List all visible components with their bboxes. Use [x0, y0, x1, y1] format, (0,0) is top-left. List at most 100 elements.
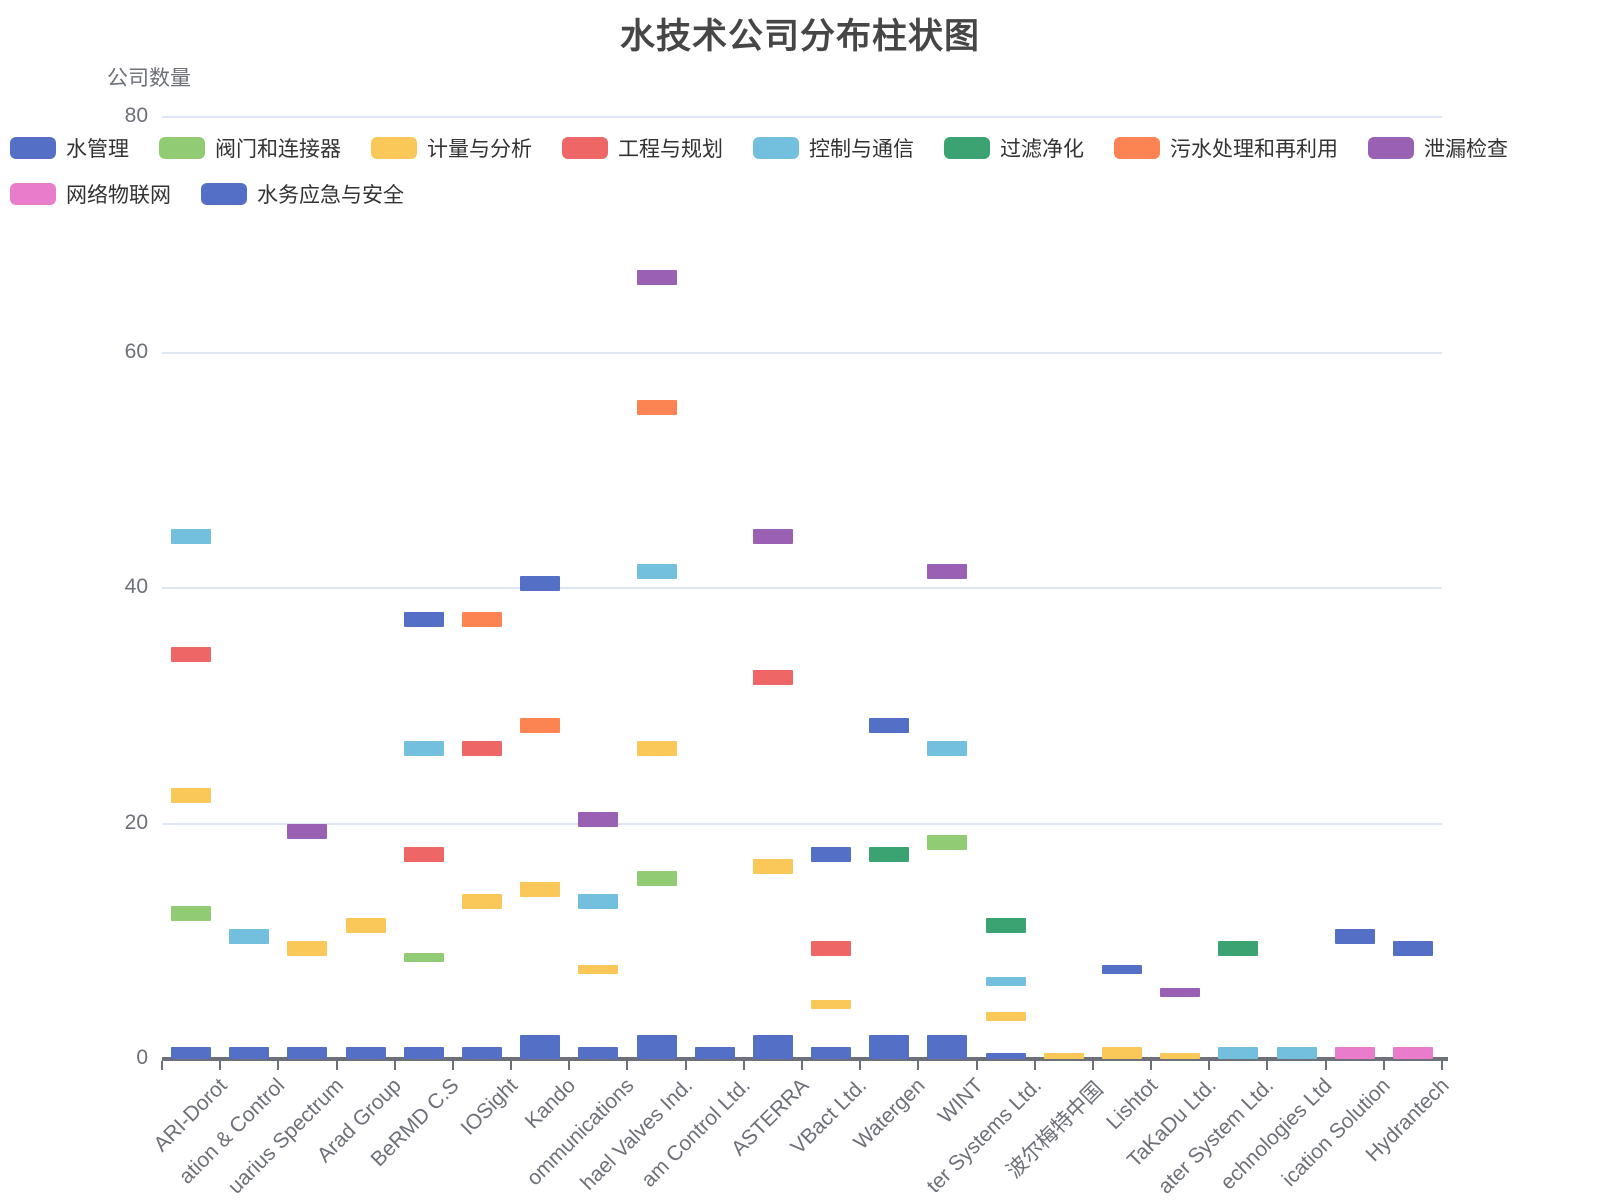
bar-segment[interactable] — [1334, 929, 1375, 945]
bar-segment[interactable] — [636, 870, 677, 886]
bar-segment[interactable] — [578, 964, 619, 974]
x-axis-tick — [1208, 1061, 1211, 1070]
bar-segment[interactable] — [752, 670, 793, 686]
x-axis-tick — [801, 1061, 803, 1070]
bar-segment[interactable] — [171, 1047, 212, 1059]
legend-item-计量与分析[interactable]: 计量与分析 — [371, 133, 532, 163]
bar-segment[interactable] — [578, 894, 619, 910]
x-axis-tick — [1033, 1061, 1036, 1070]
legend-swatch — [10, 137, 56, 159]
bar-segment[interactable] — [578, 1047, 619, 1059]
legend-item-阀门和连接器[interactable]: 阀门和连接器 — [159, 133, 341, 163]
bar-segment[interactable] — [752, 1035, 793, 1059]
bar-segment[interactable] — [287, 823, 328, 839]
bar-segment[interactable] — [1160, 988, 1201, 998]
y-tick-label: 20 — [124, 810, 148, 834]
gridline — [162, 587, 1442, 589]
bar-segment[interactable] — [403, 847, 444, 863]
bar-segment[interactable] — [869, 717, 910, 733]
bar-segment[interactable] — [287, 941, 328, 957]
bar-segment[interactable] — [345, 1047, 386, 1059]
bar-segment[interactable] — [1392, 941, 1433, 957]
bar-segment[interactable] — [985, 1053, 1026, 1059]
bar-segment[interactable] — [520, 882, 561, 898]
bar-segment[interactable] — [985, 1011, 1026, 1021]
bar-segment[interactable] — [636, 270, 677, 286]
bar-segment[interactable] — [811, 847, 852, 863]
bar-segment[interactable] — [403, 1047, 444, 1059]
bar-segment[interactable] — [636, 741, 677, 757]
legend-item-工程与规划[interactable]: 工程与规划 — [562, 133, 723, 163]
bar-segment[interactable] — [636, 399, 677, 415]
bar-segment[interactable] — [869, 1035, 910, 1059]
bar-segment[interactable] — [520, 576, 561, 592]
legend-swatch — [944, 137, 990, 159]
bar-segment[interactable] — [462, 894, 502, 910]
bar-segment[interactable] — [171, 646, 212, 662]
bar-segment[interactable] — [985, 976, 1026, 986]
bar-segment[interactable] — [171, 788, 212, 804]
x-axis-tick — [1091, 1061, 1094, 1070]
x-axis-tick — [859, 1061, 862, 1070]
bar-segment[interactable] — [752, 529, 793, 545]
bar-segment[interactable] — [1218, 1047, 1259, 1059]
bar-segment[interactable] — [462, 741, 502, 757]
bar-segment[interactable] — [171, 529, 212, 545]
legend-label: 过滤净化 — [1000, 138, 1084, 161]
bar-segment[interactable] — [345, 917, 386, 933]
legend-swatch — [1114, 137, 1160, 159]
bar-segment[interactable] — [927, 835, 968, 851]
x-axis-tick — [219, 1061, 222, 1070]
bar-segment[interactable] — [694, 1047, 735, 1059]
bar-segment[interactable] — [229, 929, 270, 945]
bar-segment[interactable] — [636, 564, 677, 580]
bar-segment[interactable] — [1160, 1053, 1201, 1059]
bar-segment[interactable] — [1276, 1047, 1317, 1059]
legend-label: 水务应急与安全 — [257, 184, 404, 207]
legend-item-过滤净化[interactable]: 过滤净化 — [944, 133, 1084, 163]
bar-segment[interactable] — [927, 741, 968, 757]
x-axis-tick — [1266, 1061, 1269, 1070]
x-axis-tick — [277, 1061, 280, 1070]
bar-segment[interactable] — [403, 611, 444, 627]
bar-segment[interactable] — [811, 1000, 852, 1010]
bar-segment[interactable] — [869, 847, 910, 863]
bar-segment[interactable] — [403, 741, 444, 757]
x-axis-tick — [975, 1061, 978, 1070]
x-axis-tick — [1324, 1061, 1327, 1070]
x-axis-tick — [1441, 1061, 1443, 1070]
bar-segment[interactable] — [578, 811, 619, 827]
bar-segment[interactable] — [171, 905, 212, 921]
bar-segment[interactable] — [520, 1035, 561, 1059]
bar-segment[interactable] — [462, 1047, 502, 1059]
x-axis-tick — [917, 1061, 920, 1070]
bar-segment[interactable] — [927, 564, 968, 580]
x-axis-tick — [510, 1061, 513, 1070]
bar-segment[interactable] — [927, 1035, 968, 1059]
bar-segment[interactable] — [1102, 1047, 1142, 1059]
legend-swatch — [159, 137, 205, 159]
bar-segment[interactable] — [1334, 1047, 1375, 1059]
bar-segment[interactable] — [403, 953, 444, 963]
legend-item-网络物联网[interactable]: 网络物联网 — [10, 179, 171, 209]
bar-segment[interactable] — [287, 1047, 328, 1059]
legend-item-控制与通信[interactable]: 控制与通信 — [753, 133, 914, 163]
bar-segment[interactable] — [636, 1035, 677, 1059]
bar-segment[interactable] — [811, 1047, 852, 1059]
bar-segment[interactable] — [985, 917, 1026, 933]
legend-item-水管理[interactable]: 水管理 — [10, 133, 129, 163]
x-axis-tick — [568, 1061, 571, 1070]
bar-segment[interactable] — [811, 941, 852, 957]
y-tick-label: 80 — [124, 104, 148, 127]
bar-segment[interactable] — [229, 1047, 270, 1059]
bar-segment[interactable] — [520, 717, 561, 733]
legend-item-水务应急与安全[interactable]: 水务应急与安全 — [201, 179, 404, 209]
bar-segment[interactable] — [1102, 964, 1142, 974]
legend-item-泄漏检查[interactable]: 泄漏检查 — [1368, 133, 1508, 163]
bar-segment[interactable] — [462, 611, 502, 627]
legend-item-污水处理和再利用[interactable]: 污水处理和再利用 — [1114, 133, 1338, 163]
bar-segment[interactable] — [1392, 1047, 1433, 1059]
bar-segment[interactable] — [1043, 1053, 1084, 1059]
bar-segment[interactable] — [752, 858, 793, 874]
bar-segment[interactable] — [1218, 941, 1259, 957]
